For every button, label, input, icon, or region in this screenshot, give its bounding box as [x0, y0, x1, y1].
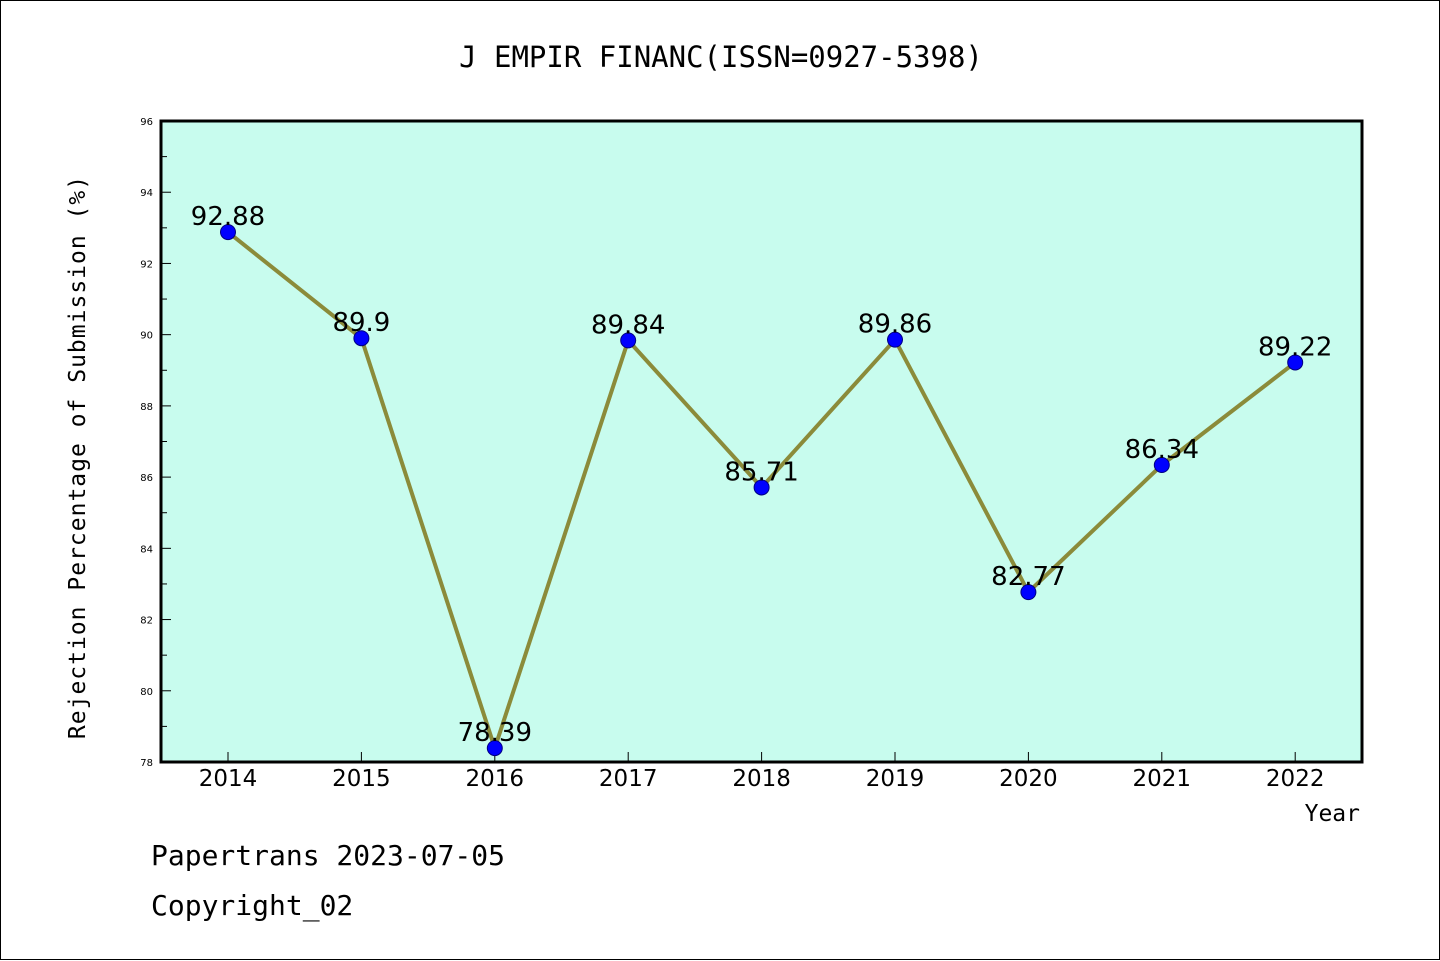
data-point [1287, 354, 1304, 371]
footer-copyright: Copyright_02 [151, 889, 353, 923]
x-tick-label: 2021 [1133, 766, 1192, 792]
data-point [620, 332, 637, 349]
y-tick-label: 86 [140, 473, 153, 484]
y-tick-label: 90 [140, 331, 153, 342]
y-axis-ticks: 78 80 82 84 86 88 90 92 94 96 [140, 117, 171, 769]
data-label: 89.86 [858, 310, 932, 340]
x-tick-label: 2016 [466, 766, 525, 792]
y-tick-label: 96 [140, 117, 153, 128]
y-tick-label: 92 [140, 259, 153, 270]
plot-area [159, 119, 1364, 764]
x-tick-label: 2019 [866, 766, 925, 792]
x-tick-label: 2018 [732, 766, 791, 792]
data-point [1153, 457, 1170, 474]
footer-date-label: Papertrans 2023-07-05 [151, 839, 505, 872]
x-tick-label: 2020 [999, 766, 1058, 792]
data-label: 89.22 [1258, 332, 1332, 362]
x-axis-label: Year [1305, 801, 1360, 827]
data-markers [220, 224, 1304, 757]
data-label: 89.9 [332, 308, 390, 338]
x-tick-label: 2014 [199, 766, 258, 792]
x-tick-label: 2017 [599, 766, 658, 792]
data-label: 85.71 [724, 457, 798, 487]
chart-title: J EMPIR FINANC(ISSN=0927-5398) [459, 40, 983, 74]
y-tick-label: 80 [140, 687, 153, 698]
data-point [353, 330, 370, 347]
data-label: 89.84 [591, 310, 665, 340]
data-point [486, 740, 503, 757]
y-tick-label: 78 [140, 758, 153, 769]
x-tick-label: 2022 [1266, 766, 1325, 792]
data-label: 92.88 [191, 202, 265, 232]
y-tick-label: 88 [140, 402, 153, 413]
x-tick-label: 2015 [332, 766, 391, 792]
data-point [220, 224, 236, 241]
data-labels: 92.88 89.9 78.39 89.84 85.71 89.86 82.77 86.34 8… [191, 202, 1333, 748]
data-point [1020, 584, 1037, 601]
data-point [753, 479, 770, 496]
data-label: 86.34 [1125, 435, 1199, 465]
x-axis-ticks: 2014 2015 2016 2017 2018 2019 2020 2021 2022 [199, 752, 1325, 792]
y-axis-label: Rejection Percentage of Submission (%) [65, 175, 91, 739]
data-label: 82.77 [991, 562, 1065, 592]
y-tick-label: 84 [140, 544, 153, 555]
data-label: 78.39 [458, 718, 532, 748]
y-tick-label: 82 [140, 616, 153, 627]
data-point [887, 331, 903, 348]
y-tick-label: 94 [140, 188, 153, 199]
